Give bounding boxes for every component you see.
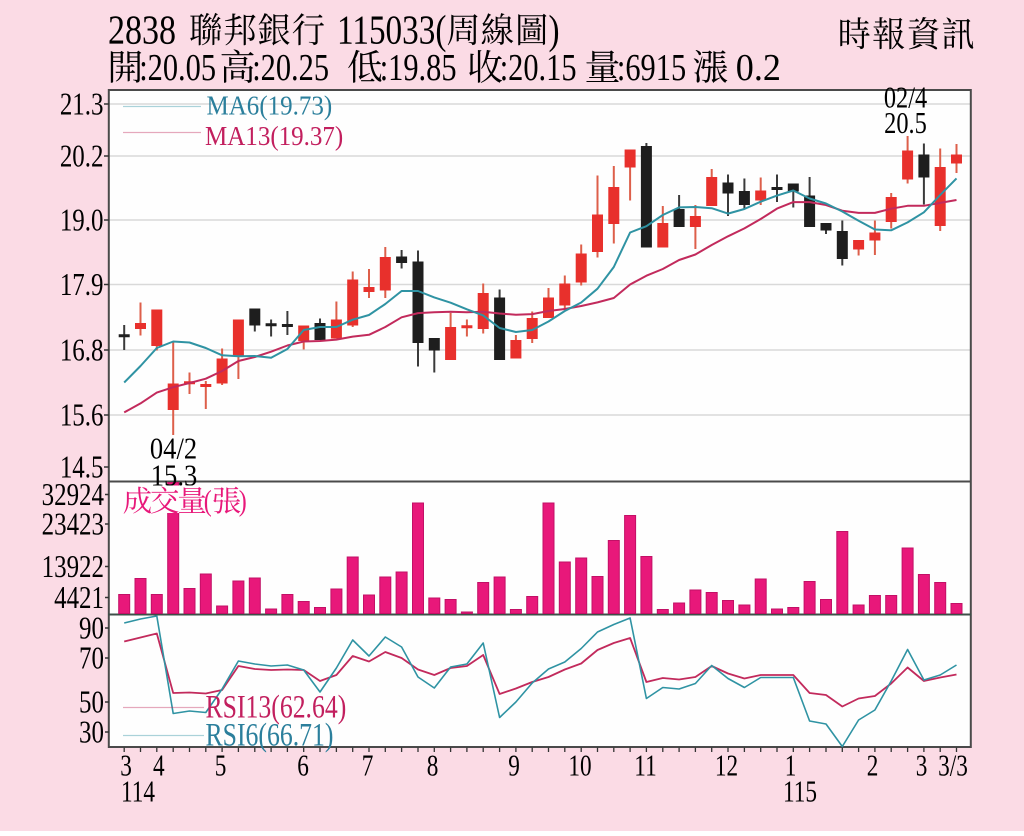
svg-text:20.5: 20.5 (884, 105, 927, 139)
svg-text::6915: :6915 (617, 47, 686, 89)
svg-text:12: 12 (715, 748, 738, 782)
svg-text:50: 50 (79, 685, 104, 721)
svg-text:04/2: 04/2 (150, 433, 197, 466)
svg-text:23423: 23423 (42, 507, 104, 543)
svg-text:7: 7 (362, 748, 374, 782)
svg-text:RSI6(66.71): RSI6(66.71) (206, 718, 334, 754)
svg-text:115033(: 115033( (337, 8, 446, 53)
svg-text:MA13(19.37): MA13(19.37) (205, 121, 343, 151)
svg-text:70: 70 (79, 641, 104, 677)
svg-text:32924: 32924 (42, 477, 104, 513)
svg-text:8: 8 (427, 748, 439, 782)
svg-text:4421: 4421 (54, 580, 104, 616)
svg-text:): ) (549, 8, 560, 53)
svg-text::20.25: :20.25 (252, 47, 329, 89)
svg-text:15.6: 15.6 (60, 398, 104, 434)
svg-text:114: 114 (121, 774, 155, 808)
svg-text:MA6(19.73): MA6(19.73) (207, 90, 333, 120)
svg-text:3: 3 (916, 748, 928, 782)
svg-text:RSI13(62.64): RSI13(62.64) (206, 690, 347, 726)
svg-text:3/3: 3/3 (938, 748, 968, 782)
svg-text:0.2: 0.2 (736, 47, 781, 89)
svg-text:): ) (239, 484, 247, 517)
svg-text::20.15: :20.15 (500, 47, 577, 89)
svg-text:11: 11 (634, 748, 656, 782)
svg-text:10: 10 (568, 748, 591, 782)
svg-text:2: 2 (867, 748, 879, 782)
svg-text:1: 1 (785, 748, 797, 782)
svg-text::20.05: :20.05 (139, 47, 216, 89)
svg-text:(: ( (204, 484, 212, 517)
svg-text:3: 3 (120, 748, 132, 782)
svg-text:4: 4 (153, 748, 165, 782)
svg-text:14.5: 14.5 (60, 450, 104, 486)
svg-text:5: 5 (215, 748, 227, 782)
svg-text:21.3: 21.3 (60, 87, 104, 123)
svg-text:115: 115 (783, 774, 817, 808)
svg-text:19.0: 19.0 (60, 203, 104, 239)
svg-text::19.85: :19.85 (380, 47, 457, 89)
svg-text:13922: 13922 (42, 549, 104, 585)
svg-text:9: 9 (508, 748, 520, 782)
svg-text:6: 6 (297, 748, 309, 782)
svg-text:30: 30 (79, 715, 104, 751)
svg-text:16.8: 16.8 (60, 333, 104, 369)
svg-text:17.9: 17.9 (60, 267, 104, 303)
svg-text:2838: 2838 (108, 7, 176, 53)
svg-text:20.2: 20.2 (60, 139, 104, 175)
svg-text:90: 90 (79, 611, 104, 647)
svg-text:02/4: 02/4 (884, 80, 928, 114)
